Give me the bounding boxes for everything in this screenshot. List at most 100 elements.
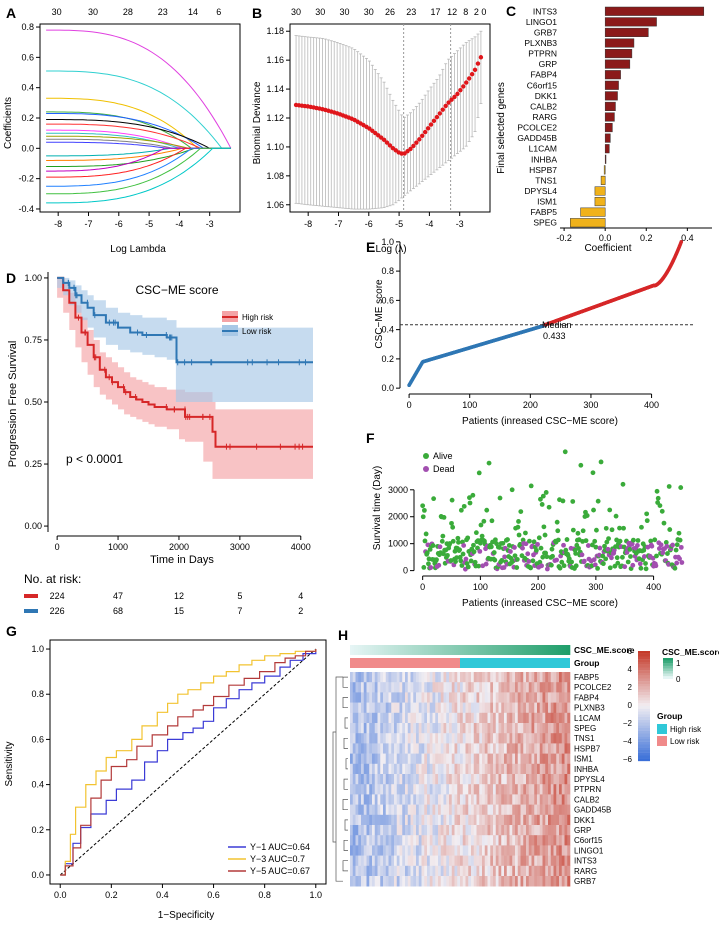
- panel-f-point-alive: [527, 538, 532, 544]
- panel-h-cell: [493, 702, 497, 714]
- panel-h-cell: [471, 763, 475, 775]
- panel-h-cell: [361, 865, 365, 877]
- panel-h-cell: [385, 682, 389, 693]
- panel-f-point-alive: [512, 553, 518, 559]
- panel-h-cell: [438, 733, 442, 744]
- panel-b-point: [428, 122, 434, 127]
- panel-h-cell: [440, 855, 444, 867]
- panel-d-ytick-label: 0.00: [24, 521, 42, 531]
- panel-h-cell: [564, 804, 568, 816]
- panel-h-cell: [545, 804, 549, 816]
- panel-h-cell: [528, 835, 532, 846]
- panel-f-point-alive: [471, 542, 476, 548]
- panel-a-top-axis-label: 30: [52, 7, 62, 17]
- panel-h-scale-legend-cell: [638, 673, 650, 676]
- panel-h-cell: [435, 753, 439, 765]
- panel-h-cell: [399, 876, 403, 887]
- panel-f-point-dead: [512, 545, 517, 550]
- panel-h-cell: [432, 702, 436, 714]
- panel-h-cell: [407, 784, 411, 795]
- panel-d-curve-high: [57, 276, 313, 448]
- panel-h-cell: [352, 743, 356, 754]
- panel-b-top-axis-label: 30: [340, 7, 350, 17]
- panel-h-cell: [399, 774, 403, 785]
- panel-h-cell: [490, 733, 494, 744]
- panel-h-cell: [531, 712, 535, 724]
- panel-h-cell: [377, 702, 381, 714]
- panel-h-cell: [438, 692, 442, 703]
- panel-d-xtick-label: 3000: [230, 542, 250, 552]
- panel-h-cell: [446, 682, 450, 693]
- panel-h-cell: [383, 702, 387, 714]
- panel-b-point: [455, 91, 460, 97]
- panel-h-cell: [402, 753, 406, 765]
- panel-h-cell: [440, 876, 444, 887]
- panel-h-cell: [528, 723, 532, 734]
- panel-a-xtick-label: -6: [115, 219, 123, 229]
- panel-h-cell: [493, 784, 497, 795]
- panel-h-cell: [358, 804, 362, 816]
- panel-h-cell: [394, 672, 398, 683]
- panel-h-cell: [495, 672, 499, 683]
- panel-h-cell: [509, 743, 513, 754]
- panel-h-cell: [559, 733, 563, 744]
- panel-h-cell: [352, 702, 356, 714]
- panel-h-cell: [520, 733, 524, 744]
- panel-h-scale-legend-cell: [638, 733, 650, 737]
- panel-h-cell: [556, 672, 560, 683]
- panel-h-cell: [501, 702, 505, 714]
- panel-e-ylabel: CSC−ME score: [374, 279, 385, 349]
- panel-h-cell: [391, 835, 395, 846]
- panel-h-row-label: FABP5: [574, 673, 599, 682]
- panel-h-cell: [350, 682, 354, 693]
- panel-h-cell: [548, 835, 552, 846]
- panel-h-cell: [559, 845, 563, 856]
- panel-h-cell: [556, 855, 560, 867]
- panel-h-cell: [429, 774, 433, 785]
- panel-h-cell: [561, 835, 565, 846]
- panel-h-cell: [473, 804, 477, 816]
- panel-f-point-alive: [654, 553, 659, 559]
- panel-h-cell: [498, 845, 502, 856]
- panel-h-cell: [476, 774, 480, 785]
- panel-c-xtick-label: -0.2: [556, 233, 572, 243]
- panel-h-cell: [443, 753, 447, 765]
- panel-f-point-dead: [501, 565, 507, 570]
- panel-h-cell: [363, 774, 367, 785]
- panel-h-cell: [366, 672, 370, 683]
- panel-h-score-cell: [368, 645, 371, 655]
- panel-h-cell: [498, 865, 502, 877]
- panel-b-ytick-label: 1.12: [266, 113, 284, 123]
- panel-h-cell: [537, 865, 541, 877]
- panel-h-cell: [385, 784, 389, 795]
- panel-h-score-cell: [394, 645, 397, 655]
- panel-a-path-10: [46, 138, 231, 149]
- panel-h-cell: [391, 753, 395, 765]
- panel-h-dendrogram-root: [335, 676, 343, 882]
- panel-h-cell: [372, 723, 376, 734]
- panel-h-cell: [457, 876, 461, 887]
- panel-h-cell: [385, 804, 389, 816]
- panel-f-point-alive: [630, 537, 636, 543]
- panel-h-cell: [534, 672, 538, 683]
- panel-h-cell: [374, 794, 378, 805]
- panel-h-cell: [383, 835, 387, 846]
- panel-c-bar-ptprn: [604, 49, 633, 59]
- panel-h-cell: [374, 682, 378, 693]
- panel-h-cell: [471, 733, 475, 744]
- panel-h-cell: [413, 855, 417, 867]
- panel-h-cell: [528, 763, 532, 775]
- panel-h-score-cell: [532, 645, 535, 655]
- panel-h-cell: [399, 845, 403, 856]
- panel-h-cell: [454, 763, 458, 775]
- panel-h-cell: [427, 794, 431, 805]
- panel-f-point-alive: [546, 504, 552, 510]
- panel-h-cell: [350, 774, 354, 785]
- panel-h-cell: [465, 692, 469, 703]
- panel-h-cell: [484, 784, 488, 795]
- panel-h-cell: [418, 702, 422, 714]
- panel-e-ytick-label: 0.0: [381, 383, 394, 393]
- panel-h-cell: [493, 804, 497, 816]
- panel-h-cell: [506, 876, 510, 887]
- panel-h-cell: [537, 702, 541, 714]
